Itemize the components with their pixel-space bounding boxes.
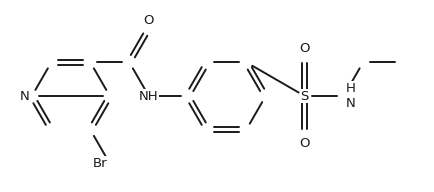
Text: H
N: H N — [345, 82, 355, 110]
Text: S: S — [300, 89, 309, 103]
Text: O: O — [144, 14, 154, 26]
Text: O: O — [299, 42, 310, 55]
Text: Br: Br — [93, 157, 108, 170]
Text: O: O — [299, 137, 310, 150]
Text: N: N — [20, 89, 30, 103]
Text: NH: NH — [139, 89, 158, 103]
